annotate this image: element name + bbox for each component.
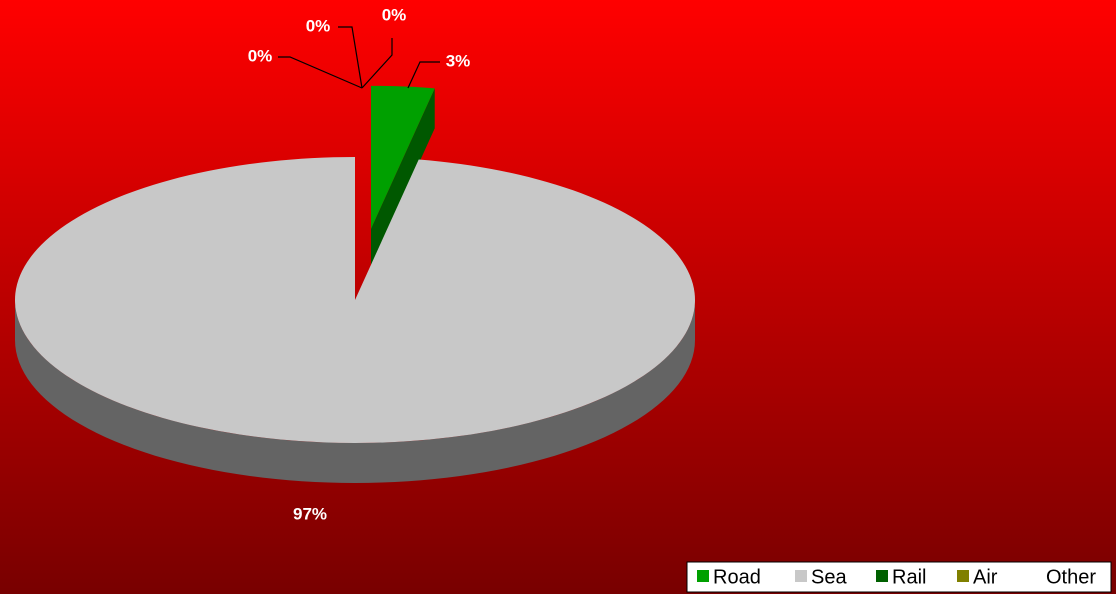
leader-line xyxy=(407,61,440,89)
legend-swatch xyxy=(697,570,709,582)
data-label: 3% xyxy=(446,51,471,70)
legend-label: Other xyxy=(1046,566,1096,588)
slice xyxy=(370,85,435,229)
legend-swatch xyxy=(795,570,807,582)
legend-label: Road xyxy=(713,566,761,588)
leader-line xyxy=(361,38,393,89)
legend-label: Sea xyxy=(811,566,847,588)
slice-side xyxy=(15,300,695,483)
data-label: 97% xyxy=(293,504,327,523)
data-label: 0% xyxy=(306,16,331,35)
legend-swatch xyxy=(876,570,888,582)
leader-line xyxy=(338,26,363,89)
data-label: 0% xyxy=(382,5,407,24)
legend-swatch xyxy=(957,570,969,582)
leader-line xyxy=(278,56,363,89)
legend-label: Air xyxy=(973,566,998,588)
slice xyxy=(14,157,695,444)
legend-label: Rail xyxy=(892,566,926,588)
legend-swatch xyxy=(1030,570,1042,582)
slice-cut xyxy=(370,88,435,269)
data-label: 0% xyxy=(248,46,273,65)
